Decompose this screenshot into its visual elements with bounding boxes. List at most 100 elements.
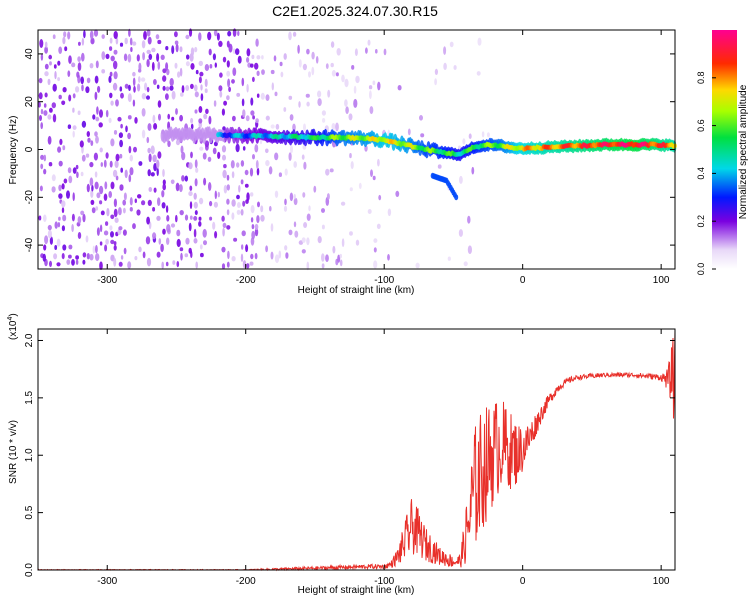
noise-cell xyxy=(171,45,175,55)
noise-cell xyxy=(242,200,246,207)
noise-cell xyxy=(242,109,246,118)
noise-cell xyxy=(434,78,437,86)
noise-cell xyxy=(39,115,42,121)
noise-cell xyxy=(75,255,79,260)
noise-cell xyxy=(199,244,203,250)
noise-cell xyxy=(311,66,315,76)
noise-cell xyxy=(339,259,343,267)
noise-cell xyxy=(38,92,43,100)
noise-cell xyxy=(38,77,43,84)
noise-cell xyxy=(113,244,117,251)
noise-cell xyxy=(67,167,72,174)
snr-frame xyxy=(37,328,676,571)
noise-cell xyxy=(166,215,170,222)
noise-cell xyxy=(463,261,468,267)
noise-cell xyxy=(158,113,161,121)
noise-cell xyxy=(302,192,306,198)
noise-cell xyxy=(190,123,194,130)
noise-cell xyxy=(162,75,167,82)
noise-cell xyxy=(308,205,311,212)
noise-cell xyxy=(72,130,75,138)
noise-cell xyxy=(237,30,240,37)
noise-cell xyxy=(87,137,91,143)
noise-cell xyxy=(321,208,325,213)
noise-cell xyxy=(142,52,146,61)
noise-cell xyxy=(341,74,345,83)
noise-cell xyxy=(261,55,264,60)
noise-cell xyxy=(221,215,225,222)
noise-cell xyxy=(188,222,192,232)
noise-cell xyxy=(170,179,175,185)
colorbar-tick-label: 0.2 xyxy=(696,215,706,228)
noise-cell xyxy=(58,184,62,191)
noise-cell xyxy=(313,185,317,193)
noise-cell xyxy=(148,53,153,61)
noise-cell xyxy=(306,48,310,55)
noise-cell xyxy=(368,85,373,90)
noise-cell xyxy=(165,46,169,51)
noise-cell xyxy=(81,120,87,128)
noise-cell xyxy=(128,84,131,91)
noise-cell xyxy=(283,107,287,112)
noise-cell xyxy=(190,151,193,159)
noise-cell xyxy=(75,259,79,265)
noise-cell xyxy=(134,198,137,204)
noise-cell xyxy=(172,260,176,265)
noise-cell xyxy=(237,55,242,64)
noise-cell xyxy=(146,257,152,267)
noise-cell xyxy=(129,154,133,162)
noise-cell xyxy=(226,209,230,216)
noise-cell xyxy=(62,214,67,222)
snr-axes: -300 -200 -100 0 100 0.0 0.5 1.0 1.5 2.0 xyxy=(24,329,675,587)
noise-cell xyxy=(129,207,133,212)
noise-cell xyxy=(113,198,117,208)
noise-cell xyxy=(146,136,150,144)
noise-cell xyxy=(288,229,293,236)
noise-cell xyxy=(271,82,274,91)
noise-cell xyxy=(72,167,77,174)
noise-cell xyxy=(169,85,174,91)
noise-cell xyxy=(132,41,137,46)
noise-cell xyxy=(261,69,265,75)
noise-cell xyxy=(40,154,45,160)
noise-cell xyxy=(477,37,482,46)
noise-cell xyxy=(212,221,216,230)
noise-cell xyxy=(118,226,123,231)
noise-cell xyxy=(294,230,299,238)
noise-cell xyxy=(345,106,349,114)
noise-cell xyxy=(57,222,61,228)
noise-cell xyxy=(288,95,293,100)
noise-cell xyxy=(44,41,48,48)
branch-cell xyxy=(454,194,459,201)
noise-cell xyxy=(415,262,420,269)
noise-cell xyxy=(246,48,251,57)
noise-cell xyxy=(153,187,157,193)
noise-cell xyxy=(459,175,463,184)
noise-cell xyxy=(188,162,193,170)
noise-cell xyxy=(124,169,128,179)
noise-cell xyxy=(274,254,280,263)
noise-cell xyxy=(284,245,288,251)
noise-cell xyxy=(110,55,115,62)
noise-cell xyxy=(303,123,306,132)
noise-cell xyxy=(209,64,213,69)
noise-cell xyxy=(348,113,353,121)
noise-cell xyxy=(274,91,278,97)
noise-cell xyxy=(340,201,346,206)
noise-cell xyxy=(254,223,259,231)
noise-cell xyxy=(95,245,98,254)
noise-cell xyxy=(221,145,227,153)
noise-cell xyxy=(325,63,329,69)
noise-cell xyxy=(250,253,254,260)
noise-cell xyxy=(185,85,190,91)
noise-cell xyxy=(244,183,249,188)
noise-cell xyxy=(77,56,81,62)
noise-cell xyxy=(274,152,279,161)
noise-cell xyxy=(148,187,153,192)
noise-cell xyxy=(167,140,171,147)
noise-cell xyxy=(270,124,275,129)
snr-xtick-label: 0 xyxy=(520,576,526,587)
noise-cell xyxy=(162,228,166,235)
noise-cell xyxy=(76,71,80,78)
noise-cell xyxy=(175,43,179,53)
